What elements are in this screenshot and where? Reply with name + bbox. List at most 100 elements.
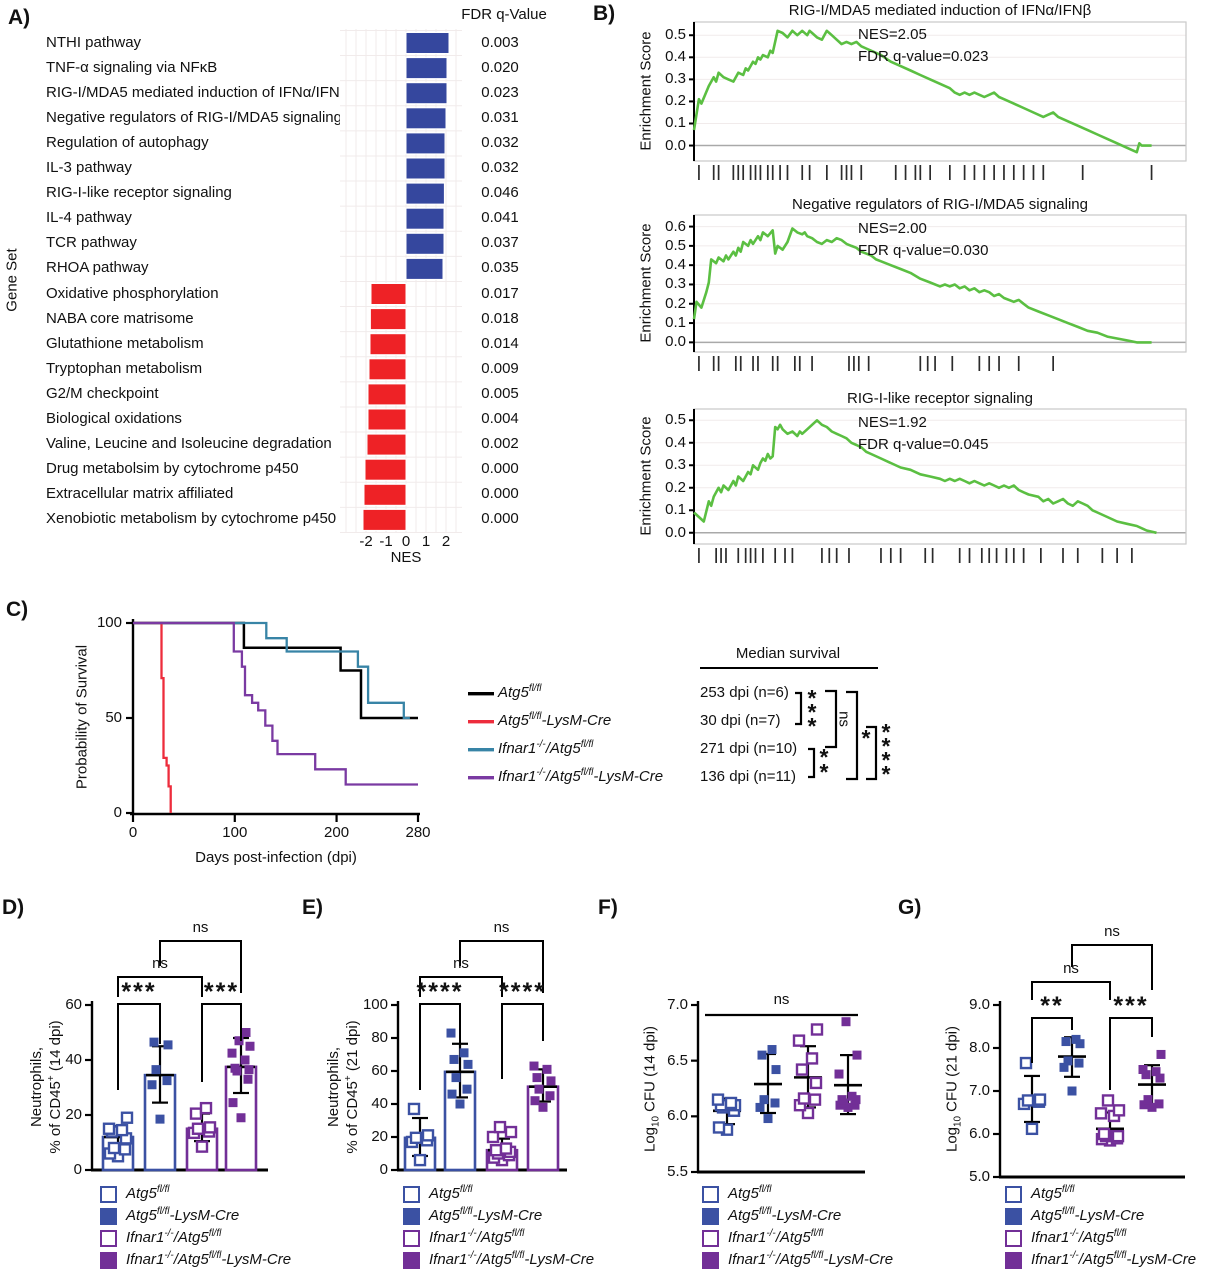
median-survival-value: 271 dpi (n=10) — [700, 740, 798, 757]
x-tick-label: 200 — [324, 824, 350, 841]
nes-bar — [405, 107, 447, 130]
legend-label: Atg5fl/fl — [429, 1184, 473, 1202]
fdr-value: 0.035 — [481, 259, 519, 277]
legend-swatch — [702, 1208, 719, 1225]
es-tick-label: 0.5 — [665, 236, 686, 254]
es-tick-label: 0.0 — [665, 333, 686, 351]
x-tick-label: 0 — [128, 824, 138, 841]
nes-bar — [368, 358, 407, 381]
gene-set-label: TNF-α signaling via NFκB — [46, 58, 218, 76]
data-point-filled — [462, 1084, 472, 1094]
sig-bracket — [1109, 1017, 1153, 1090]
es-tick-label: 0.4 — [665, 256, 686, 274]
legend-label: Ifnar1-/-/Atg5fl/fl-LysM-Cre — [498, 767, 664, 785]
sig-stars: *** — [203, 978, 240, 1006]
es-tick-label: 0.2 — [665, 478, 686, 496]
data-point-open — [1025, 1122, 1039, 1136]
data-point-filled — [162, 1076, 172, 1086]
panel-label-e: E) — [302, 896, 323, 919]
legend-swatch — [702, 1252, 719, 1269]
data-point-filled — [230, 1063, 240, 1073]
nes-tick-label: -1 — [379, 533, 393, 550]
legend-label: Atg5fl/fl-LysM-Cre — [1031, 1206, 1145, 1224]
data-point-filled — [245, 1041, 255, 1051]
x-tick-label: 280 — [405, 824, 431, 841]
legend-label: Atg5fl/fl-LysM-Cre — [498, 711, 612, 729]
data-point-filled — [1138, 1065, 1148, 1074]
data-point-open — [115, 1123, 129, 1137]
data-point-filled — [227, 1048, 237, 1058]
sig-star: * — [807, 685, 817, 711]
data-point-open — [1033, 1093, 1047, 1106]
es-tick-label: 0.3 — [665, 275, 686, 293]
nes-bar — [366, 433, 407, 456]
gene-set-label: Xenobiotic metabolism by cytochrome p450 — [46, 510, 337, 528]
survival-x-axis-label: Days post-infection (dpi) — [195, 849, 357, 866]
data-point-filled — [1151, 1067, 1161, 1077]
legend-label: Ifnar1-/-/Atg5fl/fl — [728, 1228, 824, 1246]
sig-label: ns — [152, 955, 168, 972]
gene-set-label: Valine, Leucine and Isoleucine degradati… — [46, 435, 332, 453]
data-point-filled — [530, 1096, 540, 1106]
fdr-value: 0.032 — [481, 159, 519, 176]
median-survival-value: 30 dpi (n=7) — [700, 712, 781, 729]
data-point-open — [792, 1034, 806, 1047]
data-point-filled — [1156, 1049, 1166, 1059]
legend-swatch — [403, 1186, 420, 1203]
fdr-value: 0.031 — [481, 108, 519, 126]
data-point-filled — [847, 1091, 857, 1101]
data-point-filled — [449, 1054, 459, 1064]
sig-bracket — [795, 691, 803, 726]
nes-tick-label: 2 — [441, 533, 451, 550]
legend-label: Atg5fl/fl — [1031, 1184, 1075, 1202]
data-point-filled — [240, 1055, 250, 1065]
gene-set-label: Glutathione metabolism — [46, 334, 204, 352]
data-point-open — [1111, 1129, 1125, 1143]
y-axis-title-line: Log10 CFU (14 dpi) — [641, 1025, 662, 1153]
enrichment-curve — [693, 418, 1157, 535]
nes-bar — [363, 483, 407, 506]
es-tick-label: 0.0 — [665, 136, 686, 154]
data-point-filled — [243, 1074, 253, 1084]
sig-bracket — [1071, 944, 1153, 990]
gsea-title-3: RIG-I-like receptor signaling — [847, 390, 1033, 407]
legend-swatch — [100, 1208, 117, 1225]
panel-label-c: C) — [6, 598, 29, 621]
y-tick-label: 100 — [96, 614, 122, 631]
data-point-filled — [763, 1114, 773, 1124]
sig-label: ns — [835, 711, 853, 727]
data-point-open — [1101, 1094, 1115, 1107]
legend-line — [468, 776, 494, 780]
fdr-annotation-2: FDR q-value=0.030 — [858, 242, 989, 259]
es-tick-label: 0.5 — [665, 411, 686, 429]
fdr-value: 0.000 — [481, 485, 519, 503]
fdr-value: 0.023 — [481, 83, 519, 101]
panel-label-a: A) — [8, 6, 31, 29]
data-point-open — [810, 1023, 824, 1036]
fdr-value: 0.004 — [481, 410, 519, 427]
data-point-open — [413, 1153, 427, 1167]
data-point-filled — [759, 1095, 769, 1105]
panel-label-d: D) — [2, 896, 25, 919]
sig-star: * — [819, 744, 829, 770]
data-point-filled — [850, 1100, 860, 1110]
sig-bracket — [825, 689, 838, 749]
data-point-open — [486, 1130, 500, 1144]
nes-bar — [369, 308, 407, 331]
nes-annotation-2: NES=2.00 — [858, 220, 927, 237]
data-point-filled — [1071, 1034, 1081, 1044]
legend-swatch — [100, 1230, 117, 1247]
survival-y-axis-label: Probability of Survival — [73, 644, 91, 790]
sig-bracket — [459, 940, 544, 993]
fdr-value: 0.032 — [481, 133, 519, 151]
legend-label: Atg5fl/fl — [728, 1184, 772, 1202]
y-axis-title: Log10 CFU (21 dpi) — [943, 1026, 964, 1152]
enrichment-score-label-1: Enrichment Score — [637, 31, 655, 151]
fdr-value: 0.003 — [481, 33, 519, 51]
nes-bar — [405, 57, 448, 80]
legend-swatch — [1005, 1252, 1022, 1269]
legend-label: Ifnar1-/-/Atg5fl/fl-LysM-Cre — [728, 1250, 894, 1268]
data-point-filled — [545, 1091, 555, 1101]
data-point-filled — [757, 1050, 767, 1060]
y-tick-label: 100 — [362, 996, 388, 1013]
